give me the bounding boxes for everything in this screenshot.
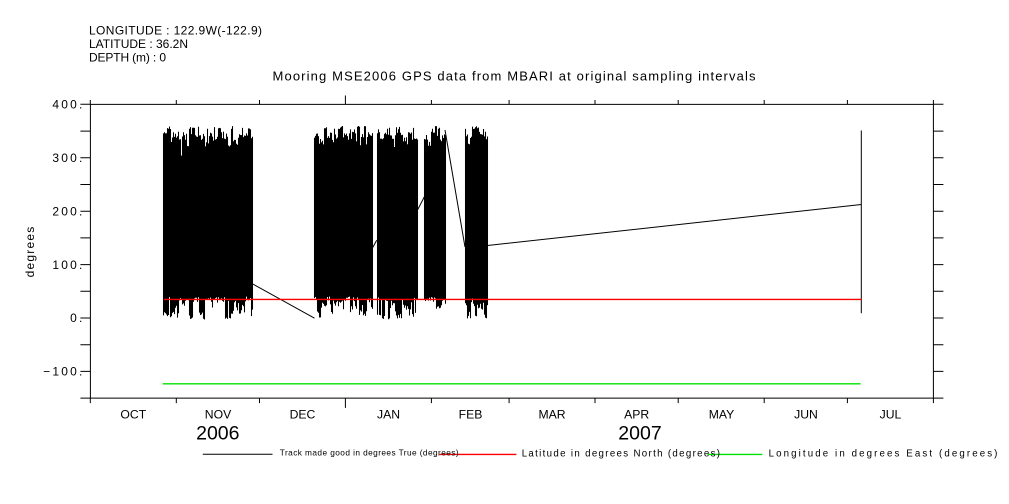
svg-text:JUN: JUN <box>794 408 818 422</box>
svg-text:−100.: −100. <box>43 365 84 379</box>
svg-text:Latitude in degrees North (deg: Latitude in degrees North (degrees) <box>522 449 720 460</box>
svg-text:LATITUDE : 36.2N: LATITUDE : 36.2N <box>89 37 188 51</box>
svg-text:OCT: OCT <box>120 408 146 422</box>
svg-text:Track made good in degrees Tru: Track made good in degrees True (degrees… <box>280 447 459 457</box>
svg-text:DEC: DEC <box>290 408 316 422</box>
svg-text:2007: 2007 <box>618 422 661 444</box>
svg-text:MAR: MAR <box>538 408 565 422</box>
svg-text:DEPTH (m) : 0: DEPTH (m) : 0 <box>89 50 166 64</box>
svg-text:0.: 0. <box>70 311 84 325</box>
svg-text:2006: 2006 <box>196 422 239 444</box>
svg-text:FEB: FEB <box>459 408 483 422</box>
svg-text:300.: 300. <box>52 151 84 165</box>
svg-text:NOV: NOV <box>205 408 232 422</box>
svg-text:MAY: MAY <box>709 408 735 422</box>
svg-text:200.: 200. <box>52 204 84 218</box>
svg-text:LONGITUDE : 122.9W(-122.9): LONGITUDE : 122.9W(-122.9) <box>89 24 262 38</box>
svg-text:JUL: JUL <box>880 408 902 422</box>
svg-text:400.: 400. <box>52 98 84 112</box>
svg-text:Mooring MSE2006 GPS data from: Mooring MSE2006 GPS data from MBARI at o… <box>273 68 757 83</box>
svg-text:APR: APR <box>624 408 649 422</box>
svg-text:100.: 100. <box>52 258 84 272</box>
svg-text:degrees: degrees <box>23 226 37 278</box>
svg-text:Longitude in degrees East (deg: Longitude in degrees East (degrees) <box>769 449 998 460</box>
svg-text:JAN: JAN <box>377 408 400 422</box>
